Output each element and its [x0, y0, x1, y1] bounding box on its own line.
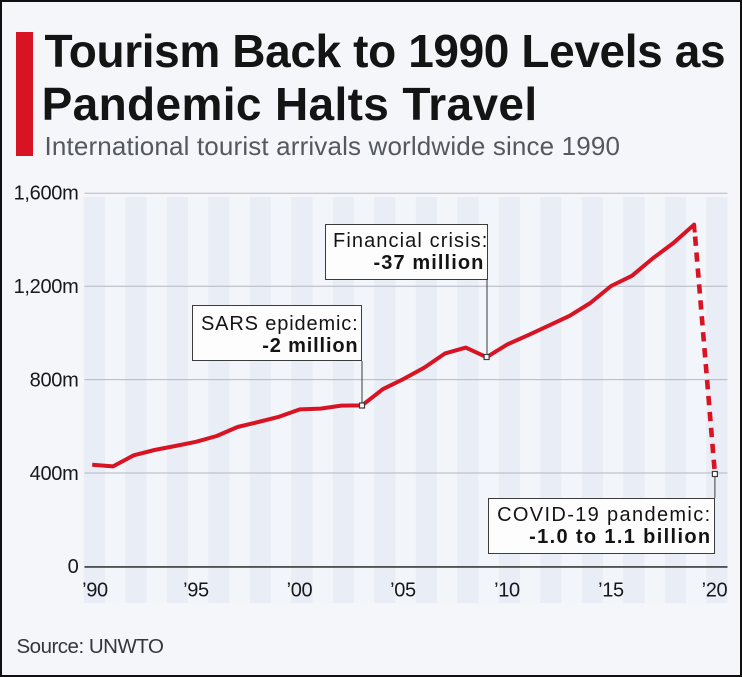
svg-text:’15: ’15: [598, 579, 624, 601]
svg-text:400m: 400m: [30, 463, 79, 485]
svg-text:1,200m: 1,200m: [14, 276, 79, 298]
svg-text:’90: ’90: [82, 579, 108, 601]
svg-text:’00: ’00: [287, 579, 313, 601]
svg-text:’95: ’95: [183, 579, 209, 601]
svg-text:800m: 800m: [30, 369, 79, 391]
svg-text:’20: ’20: [702, 579, 728, 601]
svg-text:’10: ’10: [494, 579, 520, 601]
svg-text:1,600m: 1,600m: [14, 183, 79, 205]
svg-text:’05: ’05: [390, 579, 416, 601]
svg-text:0: 0: [68, 556, 79, 578]
